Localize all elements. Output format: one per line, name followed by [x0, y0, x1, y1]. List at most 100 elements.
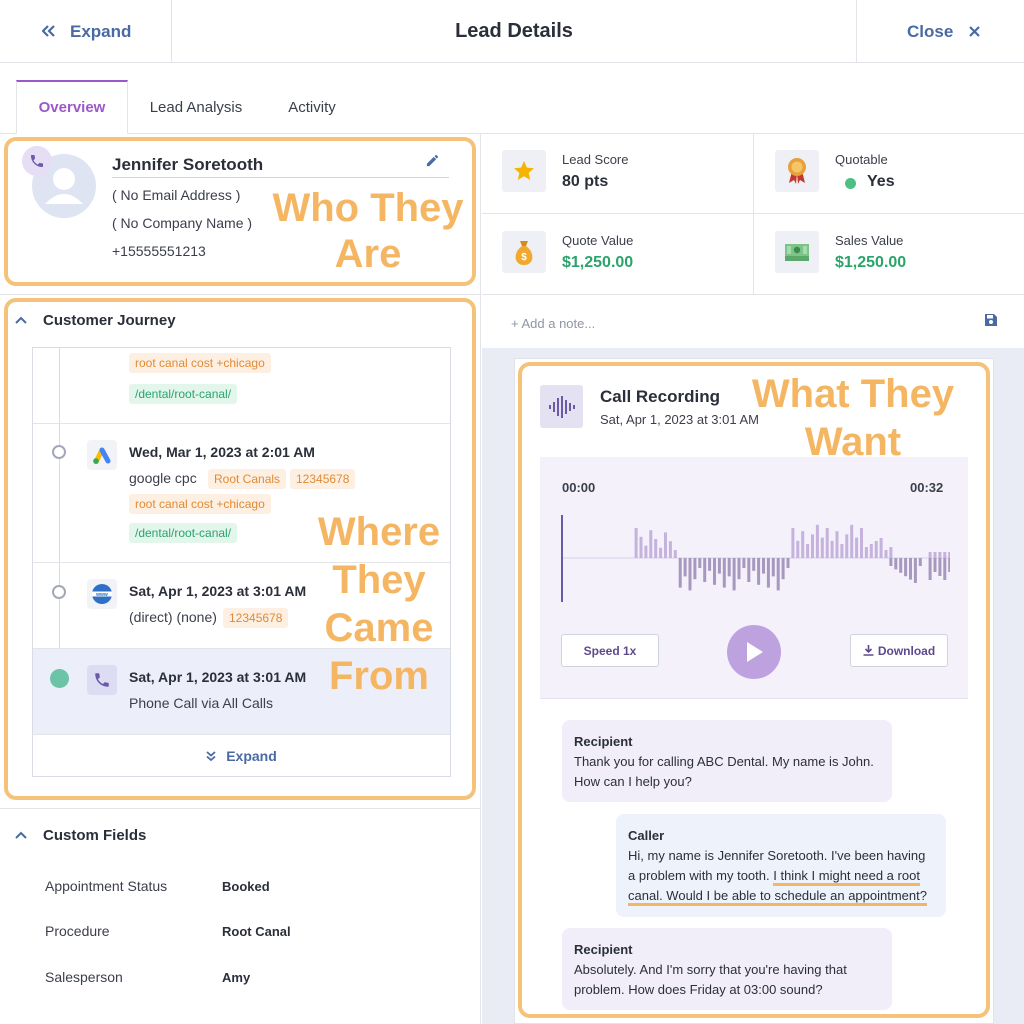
waveform-bar [815, 524, 819, 558]
custom-fields-title: Custom Fields [43, 827, 147, 844]
field-label: Salesperson [45, 969, 123, 985]
waveform-bar [830, 540, 834, 558]
recording-date: Sat, Apr 1, 2023 at 3:01 AM [600, 412, 759, 427]
waveform-bar [683, 558, 687, 577]
waveform-bar [938, 558, 942, 576]
waveform-bar [786, 558, 790, 568]
play-button[interactable] [727, 625, 781, 679]
expand-label: Expand [70, 21, 132, 41]
add-note-input[interactable]: + Add a note... [511, 316, 596, 331]
waveform-bar [889, 547, 893, 558]
transcript-message: Recipient Absolutely. And I'm sorry that… [562, 928, 892, 1010]
expand-button[interactable]: Expand [0, 0, 172, 63]
waveform-bar [938, 552, 942, 558]
chevron-up-icon[interactable] [15, 828, 27, 846]
tag: root canal cost +chicago [129, 353, 271, 373]
close-button[interactable]: Close [856, 0, 1024, 63]
journey-expand-button[interactable]: Expand [33, 735, 450, 776]
edit-pencil-icon[interactable] [425, 153, 440, 173]
tab-overview[interactable]: Overview [16, 80, 128, 134]
waveform-bar [727, 558, 731, 577]
divider [482, 294, 1024, 295]
waveform-bar [688, 558, 692, 591]
audio-player: 00:00 00:32 Speed 1x Download [540, 457, 968, 699]
waveform-bar [869, 544, 873, 558]
download-label: Download [877, 643, 936, 658]
who-highlight-frame [4, 137, 476, 286]
waveform-bar [737, 558, 741, 580]
contact-name: Jennifer Soretooth [112, 155, 264, 174]
waveform-bar [943, 558, 947, 580]
waveform-bar [698, 558, 702, 568]
star-icon [502, 150, 546, 192]
waveform-bar [771, 558, 775, 577]
url-tag: /dental/root-canal/ [129, 523, 238, 543]
waveform-bar [713, 558, 716, 585]
waveform[interactable] [560, 512, 950, 607]
waveform-bar [796, 540, 800, 558]
waveform-bar [855, 537, 859, 558]
waveform-bar [747, 558, 751, 582]
waveform-bar [811, 534, 814, 558]
waveform-bar [899, 558, 903, 573]
www-globe-icon: www [87, 579, 117, 609]
annotation-what: What They Want [751, 372, 955, 464]
waveform-bar [948, 558, 950, 572]
waveform-bar [864, 547, 868, 558]
contact-company: ( No Company Name ) [112, 215, 253, 231]
quote-value: $1,250.00 [562, 254, 634, 271]
journey-entry: root canal cost +chicago /dental/root-ca… [33, 348, 450, 424]
phone-badge-icon [22, 146, 52, 176]
journey-entry-active: Sat, Apr 1, 2023 at 3:01 AM Phone Call v… [33, 649, 450, 735]
quotable-value: Yes [867, 173, 895, 190]
where-highlight-frame [4, 298, 476, 800]
quotable-label: Quotable [835, 152, 888, 167]
journey-source: google cpc [129, 470, 197, 486]
playhead[interactable] [561, 515, 563, 602]
double-chevron-left-icon [41, 22, 56, 42]
timeline-dot-active [50, 669, 69, 688]
waveform-bar [874, 541, 878, 558]
waveform-bar [825, 528, 829, 558]
download-button[interactable]: Download [850, 634, 948, 667]
field-label: Appointment Status [45, 878, 168, 894]
save-icon[interactable] [984, 313, 998, 332]
waveform-bar [909, 558, 912, 580]
message-text: Hi, my name is Jennifer Soretooth. I've … [628, 846, 934, 906]
timeline-dot [52, 445, 66, 459]
message-text: Thank you for calling ABC Dental. My nam… [574, 754, 874, 789]
tab-bar: Overview Lead Analysis Activity [0, 64, 1024, 134]
speaker: Caller [628, 828, 665, 843]
chevron-up-icon[interactable] [15, 313, 27, 331]
field-value: Root Canal [222, 924, 291, 939]
waveform-bar [649, 530, 653, 558]
download-icon [863, 645, 874, 656]
journey-entry: Wed, Mar 1, 2023 at 2:01 AM google cpc R… [33, 424, 450, 563]
page-title: Lead Details [455, 20, 573, 42]
waveform-bar [884, 550, 888, 558]
waveform-bar [742, 558, 746, 568]
waveform-bar [894, 558, 898, 570]
double-chevron-down-icon [206, 751, 216, 761]
name-underline [112, 177, 449, 178]
ribbon-award-icon [775, 150, 819, 192]
soundwave-icon [540, 385, 583, 428]
svg-text:www: www [95, 592, 108, 598]
speed-button[interactable]: Speed 1x [561, 634, 659, 667]
close-icon [969, 22, 981, 42]
journey-date: Sat, Apr 1, 2023 at 3:01 AM [129, 583, 307, 599]
waveform-bar [708, 558, 712, 571]
tab-lead-analysis[interactable]: Lead Analysis [149, 98, 243, 116]
waveform-bar [673, 550, 677, 558]
timeline-dot [52, 585, 66, 599]
recording-title: Call Recording [600, 387, 720, 406]
waveform-bar [889, 558, 893, 566]
money-bag-icon: $ [502, 231, 546, 273]
close-label: Close [907, 21, 954, 41]
highlighted-text: I think I might need a root canal. Would… [628, 868, 927, 906]
what-highlight-frame [518, 362, 990, 1018]
journey-date: Sat, Apr 1, 2023 at 3:01 AM [129, 669, 307, 685]
message-text: Absolutely. And I'm sorry that you're ha… [574, 962, 847, 997]
waveform-bar [678, 558, 682, 588]
tab-activity[interactable]: Activity [288, 98, 336, 116]
